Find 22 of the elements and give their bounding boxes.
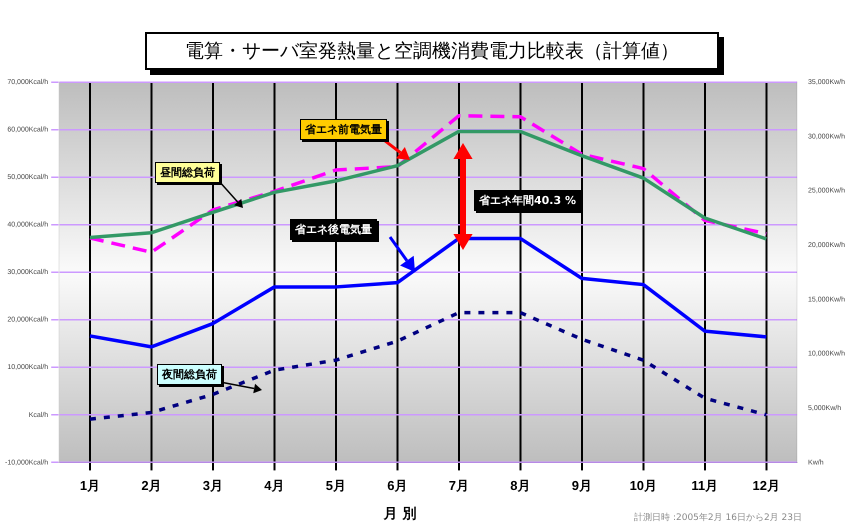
x-tick-label: 4月: [264, 478, 285, 493]
x-tick-label: 9月: [572, 478, 592, 493]
text: 計測日時 :2005年2月 16日から2月 23日: [634, 512, 802, 524]
annotation: 省エネ前電気量: [300, 119, 387, 140]
line-series: [88, 114, 768, 254]
x-axis-title: 月 別: [382, 505, 418, 523]
x-tick-label: 5月: [326, 478, 346, 493]
x-tick-label: 3月: [202, 478, 224, 493]
x-tick-label: 2月: [141, 478, 162, 493]
x-tick-label: 10月: [630, 478, 658, 493]
line-series: [88, 310, 768, 421]
x-tick-label: 7月: [448, 478, 469, 493]
chart-title: 電算・サーバ室発熱量と空調機消費電力比較表（計算値）: [145, 32, 719, 70]
x-tick-label: 12月: [752, 478, 780, 493]
x-tick-label: 11月: [691, 478, 718, 493]
annotation: 省エネ後電気量: [290, 219, 377, 240]
x-tick-label: 6月: [387, 478, 408, 493]
annotation: 昼間総負荷: [155, 162, 220, 183]
x-tick-label: 1月: [80, 478, 100, 493]
annotation: 省エネ年間40.3 %: [474, 190, 581, 211]
x-tick-label: 8月: [510, 478, 530, 493]
annotation: 夜間総負荷: [157, 364, 222, 385]
